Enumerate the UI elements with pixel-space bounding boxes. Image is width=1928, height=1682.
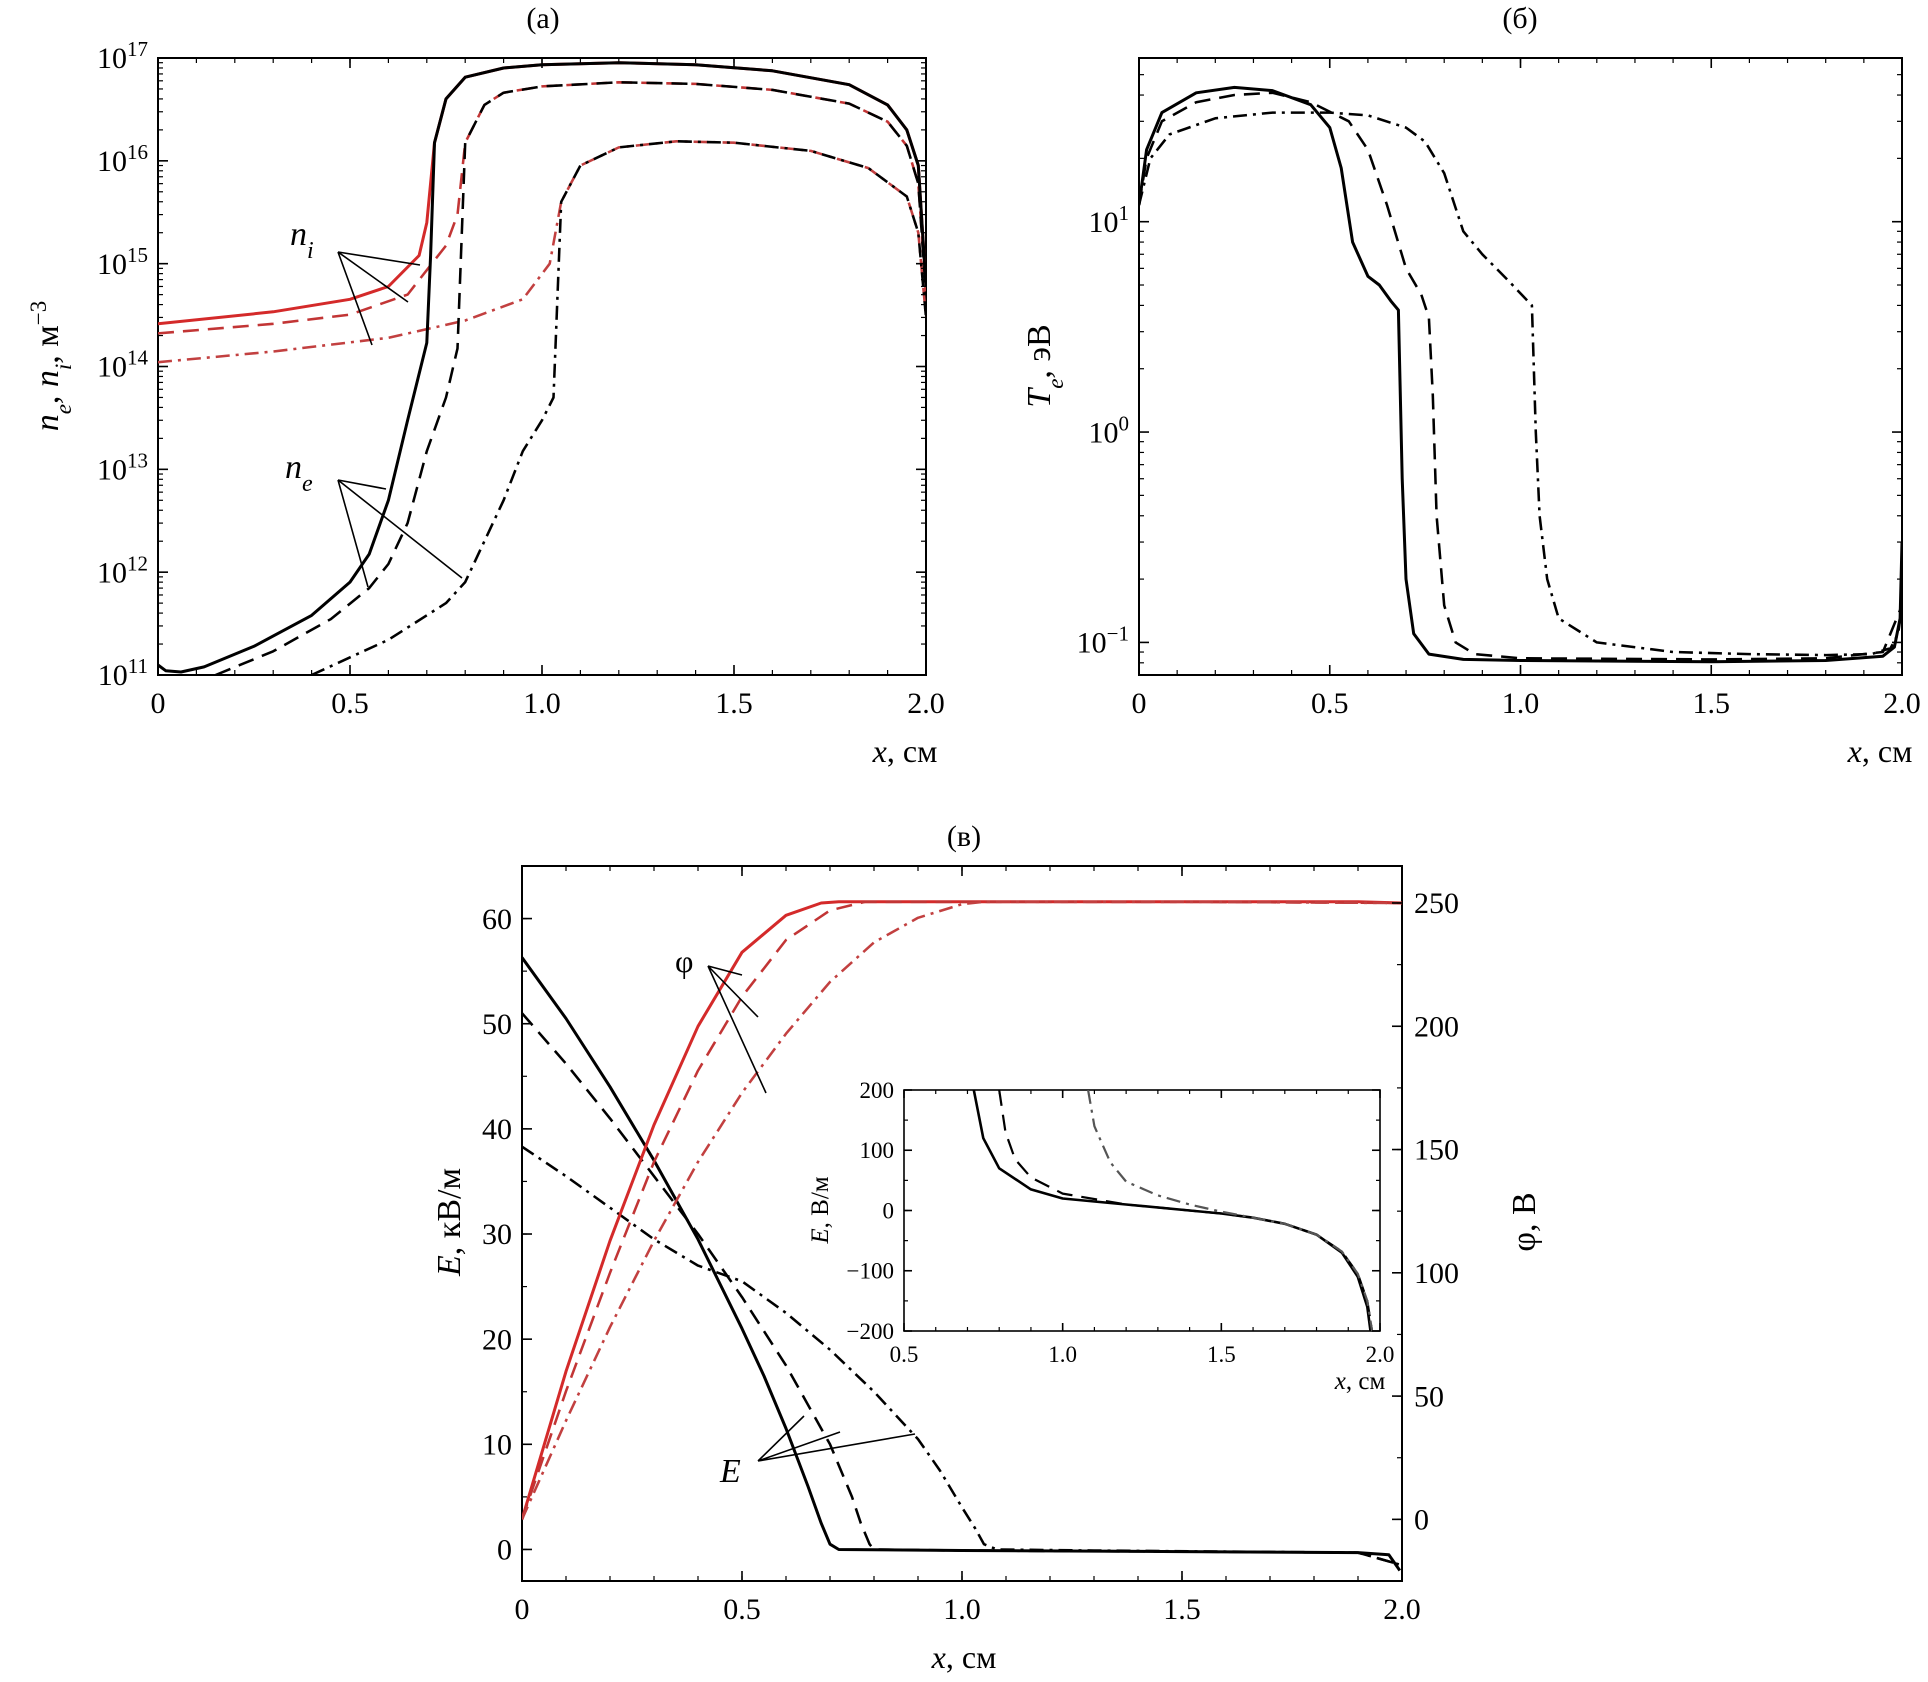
panel-inset-x-tick-label: 1.0 <box>1048 1342 1077 1367</box>
panel-a-y-tick-label: 1011 <box>98 654 148 692</box>
panel-a-x-tick-label: 1.0 <box>523 687 561 720</box>
panel-a-x-axis-label: x, см <box>872 733 938 769</box>
panel-a-leader-lines-ne <box>337 479 463 588</box>
panel-c-x-tick-label: 1.5 <box>1163 1593 1201 1626</box>
panel-c-y-axis-label: E, кВ/м <box>431 1168 468 1277</box>
panel-b-y-axis-label: Te, эВ <box>1021 324 1068 407</box>
panel-a-series-n_e-dashed <box>215 81 926 675</box>
panel-c-x-axis-label: x, см <box>931 1639 997 1675</box>
panel-a-ticks: 0 0.5 1.0 1.5 2.0 1011 1012 1013 1014 1015 1016 101… <box>97 37 945 720</box>
panel-inset-series-dashdot <box>1087 1090 1374 1331</box>
panel-c-series-E-dashdot <box>522 1145 1402 1567</box>
panel-b-x-tick-label: 1.5 <box>1693 687 1731 720</box>
panel-a-x-tick-label: 1.5 <box>715 687 753 720</box>
panel-a-series-n_i-solid <box>158 61 926 326</box>
panel-inset-y-tick-label: 100 <box>860 1138 895 1163</box>
panel-b-x-tick-label: 0.5 <box>1311 687 1349 720</box>
panel-a-annotation-ni: ni <box>290 216 314 264</box>
panel-c-annotation-phi: φ <box>675 943 693 979</box>
panel-c-x-tick-label: 1.0 <box>943 1593 981 1626</box>
panel-a-series-n_i-dashed <box>158 81 926 335</box>
panel-b-x-tick-label: 2.0 <box>1883 687 1921 720</box>
panel-a-y-tick-label: 1012 <box>97 551 148 589</box>
panel-c-x-tick-label: 0.5 <box>723 1593 761 1626</box>
panel-c-series <box>522 900 1402 1572</box>
panel-b-y-tick-label: 101 <box>1089 201 1130 239</box>
panel-b-label: (б) <box>1502 2 1537 35</box>
panel-c-y-right-tick-label: 100 <box>1414 1257 1459 1290</box>
panel-a-leader-lines-ni <box>337 251 421 346</box>
panel-c-y-tick-label: 0 <box>497 1534 512 1567</box>
panel-b-series <box>1139 85 1902 664</box>
panel-a-series-n_e-solid <box>158 61 926 674</box>
panel-inset-x-tick-label: 1.5 <box>1207 1342 1236 1367</box>
panel-b: (б) 0 0.5 1.0 1.5 2.0 10−1 100 101 x, см Te, эВ <box>1021 2 1921 769</box>
panel-c-y-tick-label: 50 <box>482 1008 512 1041</box>
panel-b-x-axis-label: x, см <box>1847 733 1913 769</box>
inset-series <box>972 1090 1374 1331</box>
panel-c: (в) 0 0.5 1.0 1.5 2.0 0 10 20 30 40 50 60 0 50 100 150 2… <box>431 820 1543 1675</box>
panel-b-y-tick-label: 10−1 <box>1077 622 1129 660</box>
panel-inset-y-tick-label: −100 <box>847 1259 894 1284</box>
panel-c-ticks: 0 0.5 1.0 1.5 2.0 0 10 20 30 40 50 60 0 50 100 150 200 25… <box>482 866 1459 1626</box>
panel-c-annotation-e: E <box>719 1453 741 1490</box>
panel-inset-series-solid <box>972 1090 1372 1331</box>
panel-a-y-axis-label: ne, ni, м−3 <box>26 301 76 432</box>
panel-a-x-tick-label: 0 <box>151 687 166 720</box>
panel-c-y-right-tick-label: 50 <box>1414 1380 1444 1413</box>
panel-c-series-E-dashed <box>522 1012 1402 1567</box>
panel-c-y-tick-label: 20 <box>482 1323 512 1356</box>
panel-a-series-n_i-dashdot <box>158 140 926 364</box>
panel-c-y-tick-label: 60 <box>482 903 512 936</box>
panel-c-x-tick-label: 0 <box>515 1593 530 1626</box>
panel-a-y-tick-label: 1015 <box>97 243 148 281</box>
panel-c-label: (в) <box>947 820 981 853</box>
panel-a-y-tick-label: 1014 <box>97 346 149 384</box>
panel-c-y-right-tick-label: 0 <box>1414 1504 1429 1537</box>
panel-c-leader-lines-e <box>757 1415 916 1462</box>
panel-b-series-solid <box>1139 85 1902 664</box>
panel-c-y-tick-label: 10 <box>482 1429 512 1462</box>
inset-y-axis-label: E, В/м <box>807 1176 834 1244</box>
panel-a-annotation-ne: ne <box>285 449 313 497</box>
panel-a-y-tick-label: 1016 <box>97 140 148 178</box>
panel-c-y-tick-label: 30 <box>482 1218 512 1251</box>
panel-c-y-right-tick-label: 250 <box>1414 887 1459 920</box>
inset-ticks: 0.5 1.0 1.5 2.0 −200 −100 0 100 200 <box>847 1078 1395 1367</box>
panel-c-y-right-axis-label: φ, В <box>1506 1192 1543 1251</box>
panel-a-series <box>158 61 926 675</box>
panel-b-series-dashed <box>1139 91 1902 661</box>
panel-c-y-tick-label: 40 <box>482 1113 512 1146</box>
panel-a-x-tick-label: 0.5 <box>331 687 369 720</box>
panel-a-y-tick-label: 1017 <box>97 37 148 75</box>
panel-b-y-tick-label: 100 <box>1089 411 1130 449</box>
panel-c-leader-lines-phi <box>707 965 767 1094</box>
panel-inset-y-tick-label: −200 <box>847 1319 894 1344</box>
panel-inset-y-tick-label: 0 <box>883 1198 895 1223</box>
panel-b-plot-frame <box>1138 57 1903 676</box>
panel-b-series-dashdot <box>1139 111 1902 657</box>
panel-inset-x-tick-label: 0.5 <box>890 1342 919 1367</box>
panel-a-series-n_e-dashdot <box>311 140 926 675</box>
panel-a-x-tick-label: 2.0 <box>907 687 945 720</box>
panel-b-ticks: 0 0.5 1.0 1.5 2.0 10−1 100 101 <box>1077 58 1921 720</box>
panel-c-y-right-tick-label: 150 <box>1414 1134 1459 1167</box>
panel-a-y-tick-label: 1013 <box>97 449 148 487</box>
panel-c-x-tick-label: 2.0 <box>1383 1593 1421 1626</box>
panel-c-series-phi-dashdot <box>522 900 1402 1520</box>
panel-a: (а) 0 0.5 1.0 1.5 2.0 1011 1012 1013 1014 1015 101… <box>26 2 945 769</box>
panel-a-label: (а) <box>526 2 559 35</box>
inset-plot-frame <box>903 1089 1381 1332</box>
panel-inset-x-tick-label: 2.0 <box>1366 1342 1395 1367</box>
panel-c-y-right-tick-label: 200 <box>1414 1010 1459 1043</box>
panel-inset: 0.5 1.0 1.5 2.0 −200 −100 0 100 200 x, см E, В/м <box>807 1078 1394 1395</box>
inset-x-axis-label: x, см <box>1334 1368 1386 1395</box>
panel-inset-y-tick-label: 200 <box>860 1078 895 1103</box>
panel-b-x-tick-label: 1.0 <box>1502 687 1540 720</box>
panel-b-x-tick-label: 0 <box>1132 687 1147 720</box>
